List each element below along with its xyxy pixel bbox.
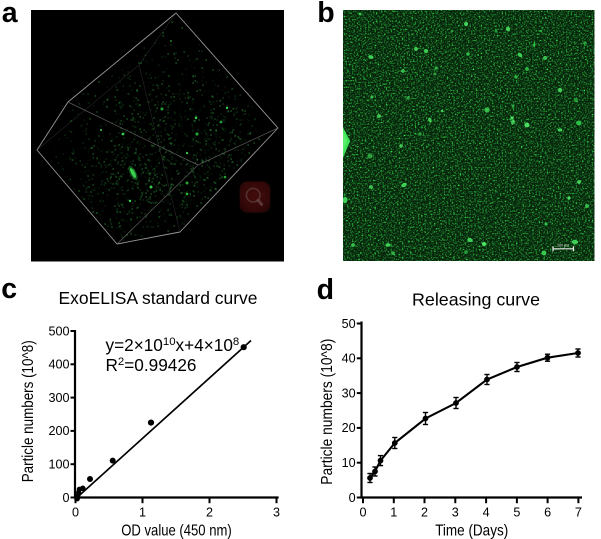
svg-text:1: 1 (139, 506, 146, 520)
svg-text:3: 3 (452, 506, 459, 520)
svg-text:Particle numbers (10^8): Particle numbers (10^8) (20, 340, 37, 482)
svg-text:500: 500 (48, 324, 69, 338)
svg-text:b: b (317, 0, 334, 29)
svg-text:100 µm: 100 µm (557, 244, 569, 248)
svg-text:5: 5 (513, 506, 520, 520)
svg-text:a: a (2, 0, 19, 29)
svg-text:1: 1 (390, 506, 397, 520)
svg-text:0: 0 (62, 491, 69, 505)
svg-text:200: 200 (48, 424, 69, 438)
svg-text:400: 400 (48, 358, 69, 372)
svg-text:2: 2 (421, 506, 428, 520)
svg-text:R2=0.99426: R2=0.99426 (106, 355, 197, 375)
svg-text:300: 300 (48, 391, 69, 405)
svg-text:2: 2 (206, 506, 213, 520)
svg-text:y=2×1010x+4×108: y=2×1010x+4×108 (106, 335, 240, 355)
svg-text:c: c (1, 273, 17, 305)
svg-text:30: 30 (342, 386, 356, 400)
svg-text:Releasing curve: Releasing curve (412, 290, 540, 310)
svg-text:50: 50 (342, 317, 356, 331)
svg-text:10: 10 (342, 456, 356, 470)
svg-text:100: 100 (48, 458, 69, 472)
svg-text:7: 7 (575, 506, 582, 520)
svg-text:3: 3 (273, 506, 280, 520)
svg-text:d: d (317, 274, 334, 306)
svg-text:Time (Days): Time (Days) (435, 523, 508, 539)
svg-text:20: 20 (342, 421, 356, 435)
svg-text:0: 0 (359, 506, 366, 520)
svg-text:0: 0 (72, 506, 79, 520)
svg-text:40: 40 (342, 352, 356, 366)
svg-text:Particle numbers (10^8): Particle numbers (10^8) (319, 339, 336, 485)
svg-text:6: 6 (544, 506, 551, 520)
svg-text:0: 0 (349, 491, 356, 505)
svg-text:4: 4 (483, 506, 490, 520)
svg-text:OD value (450 nm): OD value (450 nm) (121, 523, 232, 539)
svg-text:ExoELISA standard curve: ExoELISA standard curve (59, 288, 258, 308)
